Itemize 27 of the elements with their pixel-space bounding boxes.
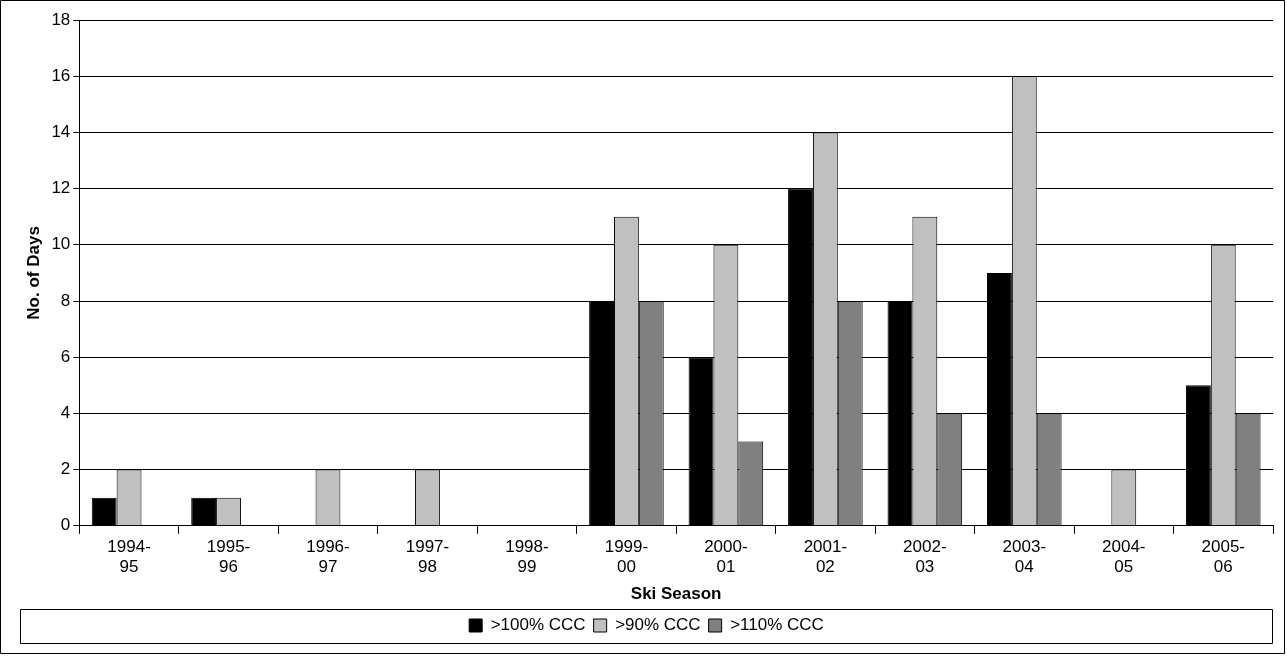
- x-axis-title: Ski Season: [630, 584, 722, 604]
- x-tick-label: 1994-95: [107, 536, 151, 577]
- y-tick-label: 8: [60, 290, 71, 310]
- y-tick-label: 10: [51, 234, 71, 254]
- x-tick-label: 2003-04: [1002, 536, 1047, 577]
- x-tick-label: 2004-05: [1102, 536, 1146, 577]
- x-tick-label: 2005-06: [1201, 536, 1246, 577]
- y-tick-label: 4: [60, 403, 71, 423]
- y-axis-title: No. of Days: [23, 226, 43, 320]
- y-tick-label: 12: [51, 178, 71, 198]
- y-tick-label: 2: [60, 459, 71, 479]
- y-tick-label: 6: [60, 346, 71, 366]
- y-tick-label: 18: [51, 9, 71, 29]
- legend-label: >100% CCC: [490, 615, 586, 635]
- x-tick-label: 1997-98: [405, 536, 450, 577]
- x-tick-label: 2001-02: [803, 536, 848, 577]
- x-tick-label: 1998-99: [505, 536, 549, 577]
- y-tick-label: 14: [51, 122, 71, 142]
- y-tick-label: 0: [60, 515, 71, 535]
- x-tick-label: 2002-03: [903, 536, 947, 577]
- x-tick-label: 2000-01: [704, 536, 748, 577]
- x-tick-label: 1999-00: [604, 536, 649, 577]
- y-tick-label: 16: [51, 65, 71, 85]
- x-tick-label: 1995-96: [206, 536, 251, 577]
- x-tick-label: 1996-97: [306, 536, 350, 577]
- legend-label: >110% CCC: [730, 615, 824, 635]
- legend-label: >90% CCC: [615, 615, 701, 635]
